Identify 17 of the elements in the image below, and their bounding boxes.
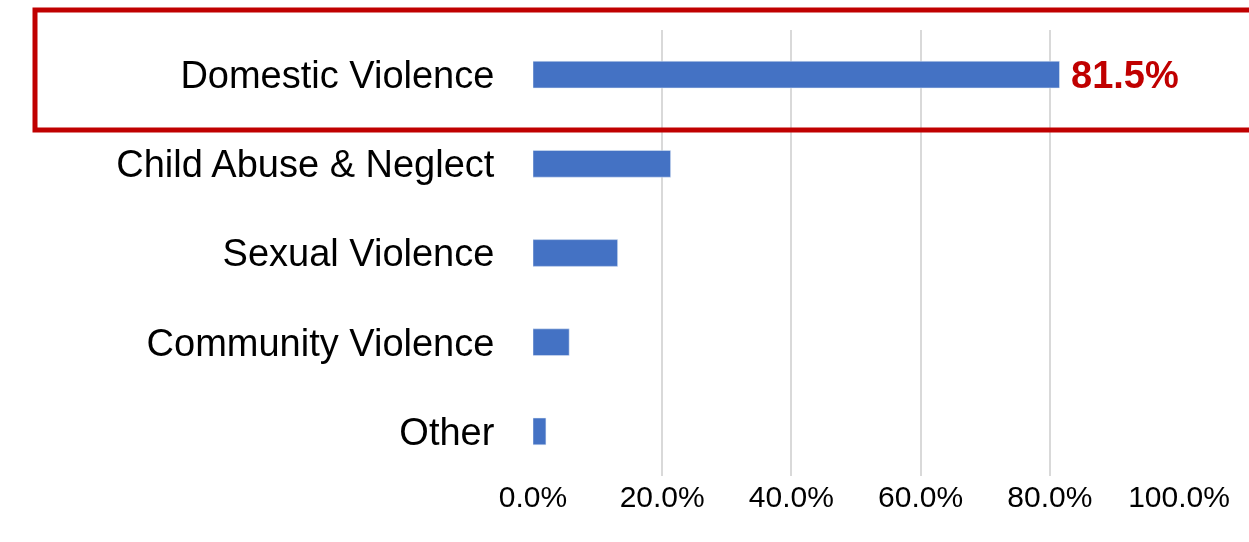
bar — [533, 60, 1060, 89]
y-tick-label: Other — [399, 410, 495, 453]
bar — [533, 417, 547, 446]
y-tick-label: Child Abuse & Neglect — [116, 143, 495, 186]
y-tick-label: Community Violence — [146, 321, 495, 364]
y-tick-label: Sexual Violence — [222, 232, 495, 275]
x-tick-label: 100.0% — [1128, 480, 1230, 513]
bar — [533, 150, 671, 178]
annotation: 81.5% — [1071, 54, 1179, 96]
bar — [533, 239, 618, 267]
y-tick-label: Domestic Violence — [180, 53, 495, 96]
x-tick-label: 0.0% — [498, 480, 568, 513]
x-tick-label: 20.0% — [619, 480, 705, 513]
x-tick-label: 80.0% — [1007, 480, 1093, 513]
x-tick-label: 40.0% — [748, 480, 834, 513]
x-tick-label: 60.0% — [878, 480, 964, 513]
bar — [533, 328, 570, 356]
